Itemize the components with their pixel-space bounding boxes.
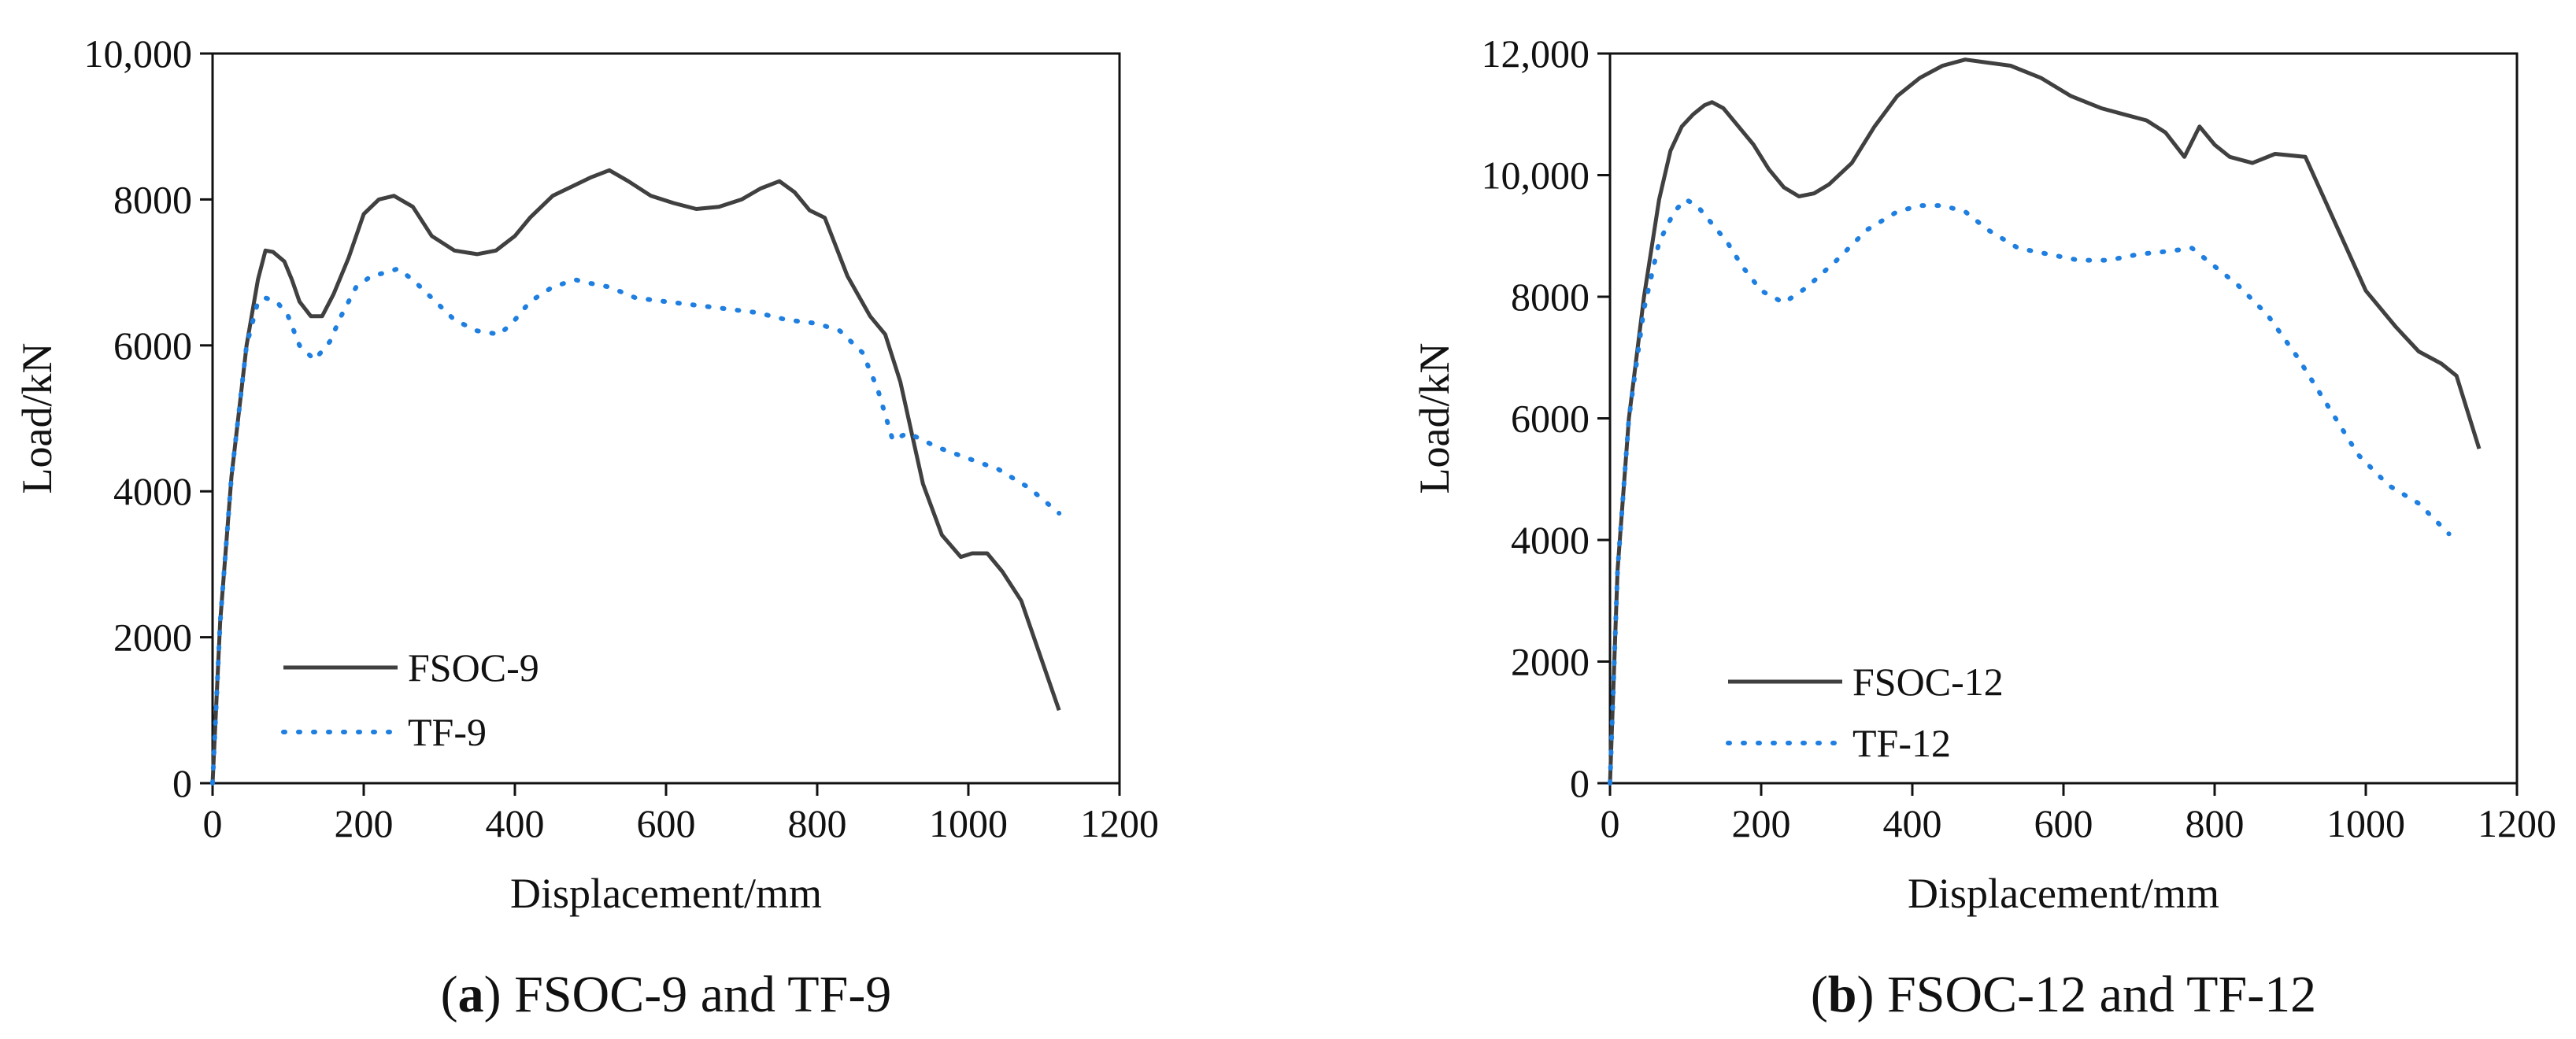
y-tick-label: 12,000 — [1482, 31, 1590, 76]
caption-open-paren: ( — [1811, 966, 1828, 1023]
caption-text: ) FSOC-12 and TF-12 — [1857, 966, 2317, 1023]
series-group — [1608, 57, 2482, 786]
x-tick-label: 200 — [1732, 801, 1791, 845]
y-tick-label: 2000 — [1511, 640, 1590, 684]
panel-caption: (a) FSOC-9 and TF-9 — [441, 966, 892, 1023]
x-tick-label: 1200 — [1080, 801, 1159, 845]
x-tick-label: 400 — [486, 801, 545, 845]
chart-panel-b: 0 200 400 600 800 1000 1200 0 2000 4000 6000 8000 10… — [1411, 31, 2556, 1023]
y-tick-label: 4000 — [113, 469, 192, 513]
series-line-tf-12 — [1608, 197, 2452, 786]
x-axis-title: Displacement/mm — [510, 870, 822, 917]
x-tick-label: 0 — [203, 801, 223, 845]
x-tick-label: 200 — [335, 801, 394, 845]
y-tick-label: 8000 — [1511, 275, 1590, 319]
x-tick-label: 1000 — [929, 801, 1008, 845]
y-tick-label: 6000 — [113, 324, 192, 368]
series-group — [210, 168, 1062, 786]
panel-caption: (b) FSOC-12 and TF-12 — [1811, 966, 2316, 1023]
chart-panel-a: 0 200 400 600 800 1000 1200 0 2000 4000 6000 8000 10… — [13, 31, 1159, 1023]
x-axis-title: Displacement/mm — [1908, 870, 2219, 917]
y-tick-label: 10,000 — [1482, 153, 1590, 198]
caption-text: ) FSOC-9 and TF-9 — [484, 966, 892, 1023]
x-tick-label: 800 — [2186, 801, 2245, 845]
x-tick-label: 600 — [637, 801, 696, 845]
legend-label-tf-12: TF-12 — [1852, 721, 1951, 765]
x-tick-label: 1200 — [2478, 801, 2556, 845]
y-tick-label: 8000 — [113, 177, 192, 221]
series-line-fsoc-9 — [210, 168, 1061, 784]
y-axis-title: Load/kN — [13, 343, 61, 494]
y-tick-label: 0 — [172, 761, 192, 805]
caption-letter: b — [1828, 966, 1857, 1023]
y-tick-label: 10,000 — [84, 31, 193, 76]
x-tick-label: 1000 — [2326, 801, 2405, 845]
legend-label-tf-9: TF-9 — [408, 710, 487, 754]
y-axis-title: Load/kN — [1411, 343, 1458, 494]
x-tick-label: 400 — [1883, 801, 1942, 845]
legend-label-fsoc-12: FSOC-12 — [1852, 660, 2004, 704]
x-tick-label: 800 — [788, 801, 847, 845]
plot-frame — [1608, 52, 2519, 785]
y-tick-label: 4000 — [1511, 518, 1590, 562]
y-tick-label: 6000 — [1511, 397, 1590, 441]
y-tick-label: 2000 — [113, 616, 192, 660]
x-tick-label: 0 — [1601, 801, 1620, 845]
series-line-fsoc-12 — [1608, 57, 2482, 784]
caption-letter: a — [458, 966, 484, 1023]
y-tick-label: 0 — [1570, 761, 1590, 805]
x-tick-label: 600 — [2034, 801, 2093, 845]
plot-frame — [211, 52, 1121, 785]
series-line-tf-9 — [210, 266, 1062, 786]
legend-label-fsoc-9: FSOC-9 — [408, 645, 539, 690]
caption-open-paren: ( — [441, 966, 458, 1023]
